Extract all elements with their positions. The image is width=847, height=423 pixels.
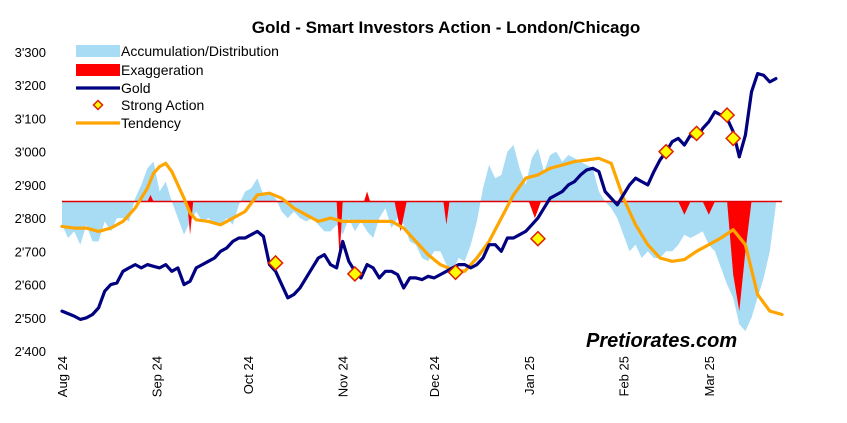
strong-action-layer	[267, 107, 742, 282]
x-tick-label: Sep 24	[150, 356, 165, 397]
x-tick-label: Aug 24	[55, 356, 70, 397]
legend-label: Strong Action	[121, 97, 204, 113]
exaggeration-spike-4	[364, 191, 371, 202]
exaggeration-spike-7	[528, 201, 541, 219]
x-tick-label: Jan 25	[522, 356, 537, 395]
gold-line-2	[737, 71, 778, 159]
y-tick-label: 2'800	[15, 211, 46, 226]
exaggeration-spike-3	[336, 201, 343, 258]
accumulation-distribution-area	[62, 145, 776, 332]
strong-action-marker	[346, 265, 363, 282]
y-tick-label: 3'100	[15, 111, 46, 126]
exaggeration-spike-6	[443, 201, 450, 225]
chart-title: Gold - Smart Investors Action - London/C…	[252, 18, 641, 37]
legend-swatch	[92, 99, 104, 111]
strong-action-marker	[725, 130, 742, 147]
y-axis: 2'400 2'500 2'600 2'700 2'800 2'900 3'000 3'100…	[15, 45, 46, 359]
exaggeration-spike-9	[702, 201, 715, 215]
y-tick-label: 3'000	[15, 145, 46, 160]
y-tick-label: 3'300	[15, 45, 46, 60]
accumulation-distribution-layer	[62, 145, 776, 332]
legend-label: Accumulation/Distribution	[121, 43, 279, 59]
strong-action-marker	[529, 230, 546, 247]
x-tick-label: Nov 24	[336, 356, 351, 397]
y-tick-label: 2'900	[15, 178, 46, 193]
gold-layer	[60, 71, 778, 321]
tendency-line	[60, 156, 784, 317]
x-tick-label: Oct 24	[241, 356, 256, 394]
strong-action-marker	[719, 107, 736, 124]
strong-action-marker	[688, 125, 705, 142]
exaggeration-spike-1	[147, 194, 154, 202]
exaggeration-spike-5	[394, 201, 407, 232]
y-tick-label: 3'200	[15, 78, 46, 93]
y-tick-label: 2'600	[15, 278, 46, 293]
gold-line-1	[60, 110, 741, 321]
exaggeration-spike-8	[678, 201, 691, 215]
strong-action-marker	[267, 254, 284, 272]
y-tick-label: 2'500	[15, 311, 46, 326]
x-tick-label: Mar 25	[702, 356, 717, 396]
legend-swatch	[76, 45, 120, 57]
x-tick-label: Feb 25	[616, 356, 631, 396]
tendency-layer	[60, 156, 784, 317]
x-axis: Aug 24 Sep 24 Oct 24 Nov 24 Dec 24 Jan 25 Feb …	[55, 356, 717, 397]
y-tick-label: 2'700	[15, 244, 46, 259]
strong-action-marker	[447, 264, 464, 281]
legend-swatch	[76, 64, 120, 76]
x-tick-label: Dec 24	[427, 356, 442, 397]
legend: Accumulation/Distribution Exaggeration Gol…	[76, 43, 279, 131]
y-tick-label: 2'400	[15, 344, 46, 359]
legend-label: Gold	[121, 80, 151, 96]
legend-label: Exaggeration	[121, 62, 204, 78]
watermark: Pretiorates.com	[586, 330, 737, 352]
strong-action-marker	[658, 143, 675, 160]
legend-label: Tendency	[121, 115, 181, 131]
